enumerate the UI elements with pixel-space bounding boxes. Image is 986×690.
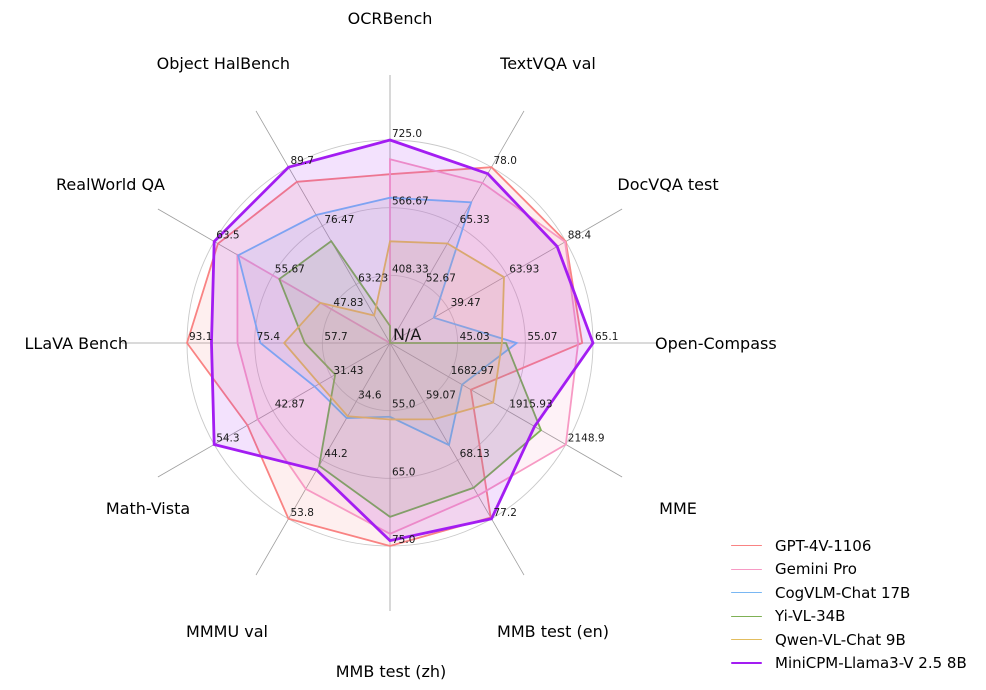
tick-label: 408.33	[392, 263, 429, 275]
series-line-Qwen-VL-Chat 9B	[282, 240, 505, 421]
tick-label: 63.5	[216, 230, 239, 242]
series-fill-Qwen-VL-Chat 9B	[284, 241, 505, 420]
legend-item: CogVLM-Chat 17B	[731, 581, 967, 605]
tick-label: 88.4	[568, 230, 592, 242]
tick-label: 76.47	[324, 214, 354, 226]
axis-label-OCRBench: OCRBench	[348, 9, 433, 28]
axis-label-MME: MME	[659, 499, 697, 518]
axis-label-DocVQA test: DocVQA test	[617, 175, 718, 194]
legend-item: Yi-VL-34B	[731, 605, 967, 629]
legend-label: CogVLM-Chat 17B	[775, 583, 911, 602]
grid-spoke	[389, 110, 525, 344]
tick-label: 1915.93	[509, 399, 552, 411]
tick-label: 53.8	[291, 507, 314, 519]
tick-label: 2148.9	[568, 433, 605, 445]
axis-label-MMB test (zh): MMB test (zh)	[336, 662, 447, 681]
series-fill-Gemini Pro	[237, 159, 579, 534]
tick-label: 59.07	[426, 390, 456, 402]
tick-label: 34.6	[358, 390, 382, 402]
tick-label: 39.47	[451, 297, 481, 309]
tick-label: 47.83	[333, 297, 363, 309]
grid-spoke	[389, 342, 525, 576]
tick-label: 725.0	[392, 128, 422, 140]
tick-label: 75.4	[257, 331, 281, 343]
legend-item: MiniCPM-Llama3-V 2.5 8B	[731, 652, 967, 676]
tick-label: 65.0	[392, 466, 415, 478]
axis-label-MMMU val: MMMU val	[186, 622, 268, 641]
legend-label: GPT-4V-1106	[775, 536, 872, 555]
tick-label: 75.0	[392, 534, 415, 546]
tick-label: 31.43	[333, 365, 363, 377]
tick-label: 55.67	[275, 263, 305, 275]
series-line-CogVLM-Chat 17B	[237, 196, 519, 447]
axis-label-MMB test (en): MMB test (en)	[497, 622, 609, 641]
series-line-MiniCPM-Llama3-V 2.5 8B	[210, 138, 595, 543]
tick-label: 55.0	[392, 399, 415, 411]
center-na-label: N/A	[393, 325, 421, 344]
tick-label: 1682.97	[451, 365, 494, 377]
tick-label: 42.87	[275, 399, 305, 411]
axis-label-Math-Vista: Math-Vista	[106, 499, 190, 518]
grid-spoke	[389, 208, 623, 344]
legend-swatch	[731, 615, 762, 617]
series-line-Yi-VL-34B	[278, 239, 543, 518]
series-fill-CogVLM-Chat 17B	[238, 197, 517, 446]
grid-spoke	[389, 342, 623, 478]
tick-label: 566.67	[392, 196, 429, 208]
legend-item: Gemini Pro	[731, 558, 967, 582]
axis-label-TextVQA val: TextVQA val	[499, 54, 596, 73]
tick-label: 89.7	[291, 155, 314, 167]
legend-label: Qwen-VL-Chat 9B	[775, 630, 906, 649]
tick-label: 57.7	[324, 331, 347, 343]
legend-swatch	[731, 592, 762, 594]
axis-label-RealWorld QA: RealWorld QA	[56, 175, 165, 194]
legend-label: Yi-VL-34B	[775, 607, 846, 626]
legend-item: Qwen-VL-Chat 9B	[731, 628, 967, 652]
series-fill-MiniCPM-Llama3-V 2.5 8B	[211, 140, 593, 541]
tick-label: 54.3	[216, 433, 239, 445]
grid-spoke	[157, 342, 391, 478]
tick-label: 93.1	[189, 331, 212, 343]
tick-label: 55.07	[527, 331, 557, 343]
series-fill-Yi-VL-34B	[279, 241, 541, 517]
axis-label-Open-Compass: Open-Compass	[655, 334, 777, 353]
tick-label: 77.2	[494, 507, 517, 519]
legend-swatch	[731, 545, 762, 547]
grid-spoke	[255, 342, 391, 576]
series-fill-GPT-4V-1106	[187, 167, 583, 546]
legend: GPT-4V-1106 Gemini Pro CogVLM-Chat 17B Yi-V…	[731, 534, 967, 675]
axis-label-LLaVA Bench: LLaVA Bench	[25, 334, 128, 353]
legend-swatch	[731, 639, 762, 641]
legend-label: MiniCPM-Llama3-V 2.5 8B	[775, 654, 967, 673]
tick-label: 65.1	[595, 331, 618, 343]
axis-label-Object HalBench: Object HalBench	[157, 54, 290, 73]
tick-label: 63.23	[358, 272, 388, 284]
legend-swatch	[731, 568, 762, 570]
legend-swatch	[731, 662, 762, 665]
tick-label: 63.93	[509, 263, 539, 275]
tick-label: 44.2	[324, 448, 347, 460]
tick-label: 78.0	[494, 155, 517, 167]
legend-label: Gemini Pro	[775, 560, 857, 579]
tick-label: 45.03	[460, 331, 490, 343]
tick-label: 65.33	[460, 214, 490, 226]
legend-item: GPT-4V-1106	[731, 534, 967, 558]
tick-label: 52.67	[426, 272, 456, 284]
tick-label: 68.13	[460, 448, 490, 460]
grid-spoke	[255, 110, 391, 344]
